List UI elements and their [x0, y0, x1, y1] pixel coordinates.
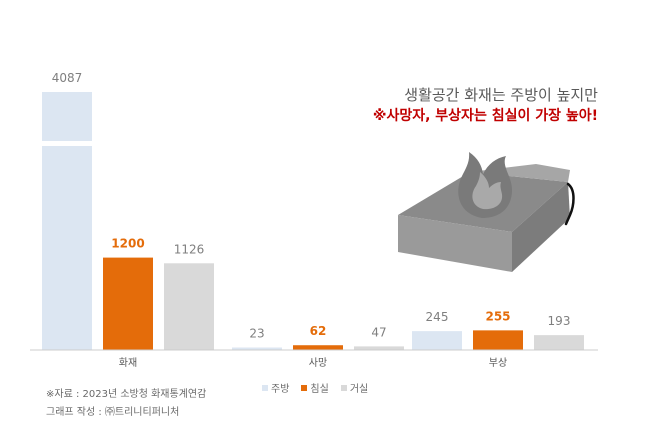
- bar-주방-화재: [42, 92, 92, 350]
- headline-line1: 생활공간 화재는 주방이 높지만: [404, 86, 598, 104]
- legend-item: 침실: [301, 380, 329, 395]
- bed-fire-illustration: [398, 152, 575, 272]
- data-label: 255: [485, 309, 510, 323]
- bar-거실-화재: [164, 263, 214, 350]
- legend-swatch: [262, 384, 268, 391]
- data-label: 47: [371, 325, 386, 339]
- legend: 주방 침실 거실: [262, 380, 368, 395]
- headline-line2: ※사망자, 부상자는 침실이 가장 높아!: [372, 108, 598, 124]
- data-label: 4087: [52, 71, 83, 85]
- bar-주방-부상: [412, 331, 462, 350]
- data-label: 23: [249, 327, 264, 341]
- author-note: 그래프 작성 : ㈜트리니티퍼니처: [46, 407, 180, 418]
- legend-item: 주방: [262, 380, 289, 395]
- category-label: 부상: [489, 357, 507, 369]
- legend-label: 침실: [310, 384, 329, 395]
- axis-break-mark: [41, 141, 93, 146]
- data-label: 62: [310, 324, 327, 338]
- source-note: ※자료 : 2023년 소방청 화재통계연감: [46, 389, 207, 400]
- bar-침실-부상: [473, 330, 523, 350]
- data-label: 193: [548, 314, 571, 328]
- data-label: 245: [426, 310, 449, 324]
- legend-label: 거실: [349, 384, 369, 395]
- legend-swatch: [301, 384, 308, 391]
- data-label: 1200: [111, 237, 144, 251]
- category-label: 사망: [309, 357, 327, 369]
- fire-icon: [458, 152, 512, 218]
- legend-label: 주방: [271, 384, 290, 395]
- bar-거실-부상: [534, 335, 584, 350]
- legend-swatch: [340, 384, 347, 391]
- bar-침실-화재: [103, 257, 153, 350]
- bar-주방-사망: [232, 347, 282, 350]
- bed-icon: [398, 164, 575, 272]
- bar-거실-사망: [354, 346, 404, 350]
- bar-침실-사망: [293, 345, 343, 350]
- legend-item: 거실: [340, 380, 369, 395]
- category-label: 화재: [119, 357, 137, 369]
- data-label: 1126: [174, 242, 205, 256]
